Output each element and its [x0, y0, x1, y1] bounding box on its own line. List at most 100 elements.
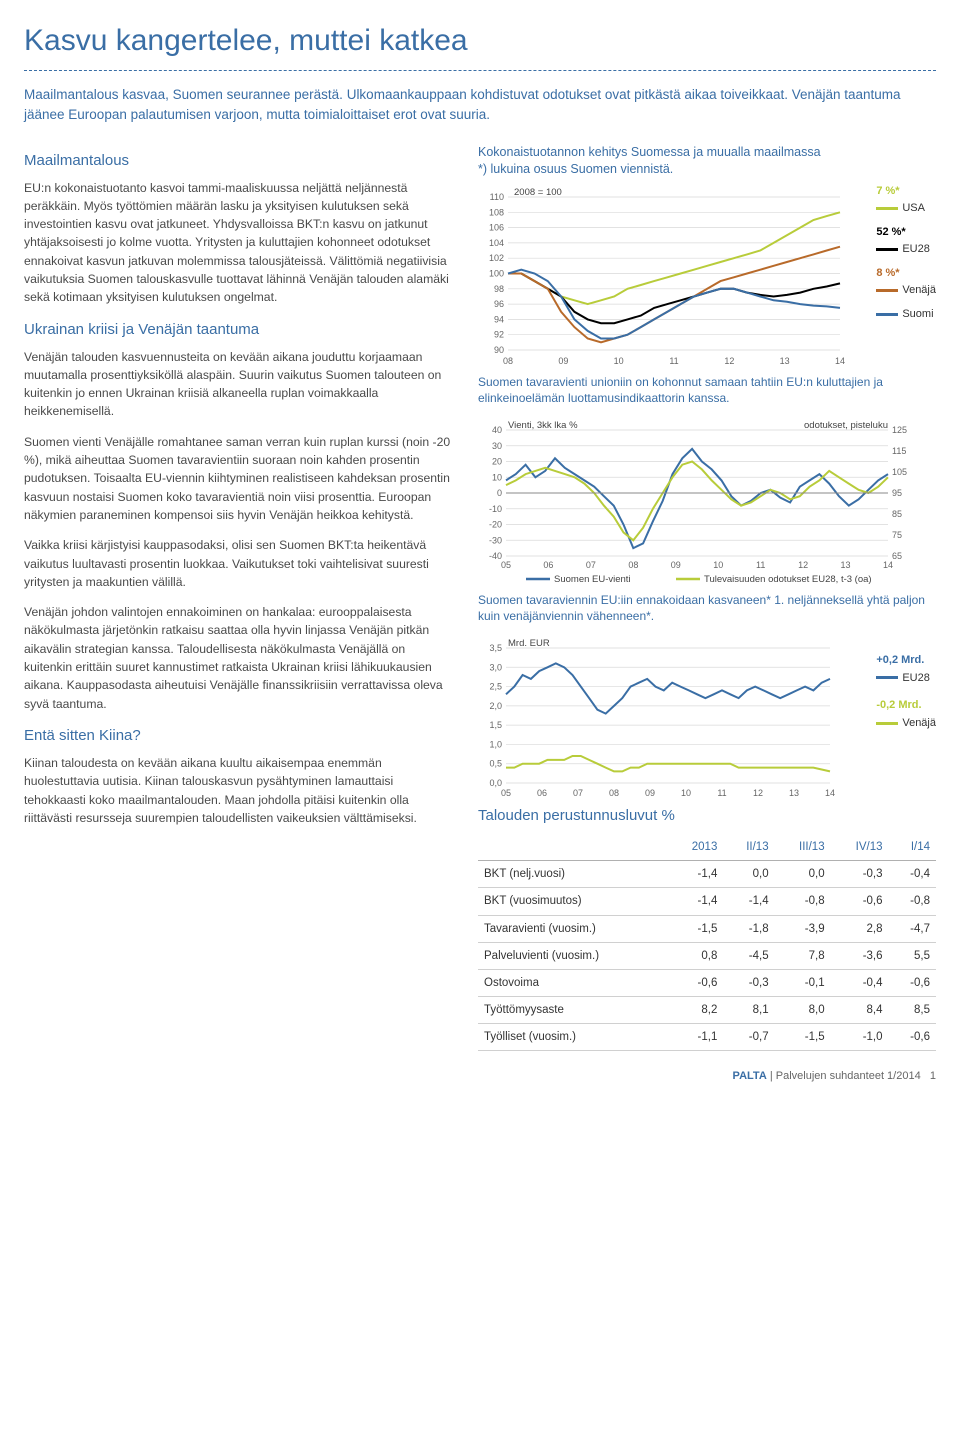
svg-text:20: 20: [492, 456, 502, 466]
table-cell: 8,1: [723, 996, 774, 1023]
table-cell: -1,8: [723, 915, 774, 942]
table-cell: -1,4: [667, 888, 723, 915]
svg-text:102: 102: [489, 253, 504, 263]
svg-text:Mrd. EUR: Mrd. EUR: [508, 638, 550, 649]
table-cell: 8,4: [831, 996, 889, 1023]
table-cell: -3,6: [831, 942, 889, 969]
svg-text:2,0: 2,0: [489, 701, 502, 711]
chart1-subtitle: *) lukuina osuus Suomen viennistä.: [478, 162, 673, 176]
svg-text:12: 12: [724, 356, 734, 366]
table-cell: -4,5: [723, 942, 774, 969]
svg-text:09: 09: [671, 560, 681, 570]
svg-text:2008 = 100: 2008 = 100: [514, 187, 562, 198]
table-cell: 8,5: [889, 996, 936, 1023]
chart1-title-text: Kokonaistuotannon kehitys Suomessa ja mu…: [478, 145, 821, 159]
table-cell: Työttömyysaste: [478, 996, 667, 1023]
table-cell: -1,5: [667, 915, 723, 942]
svg-text:07: 07: [586, 560, 596, 570]
table-cell: 2,8: [831, 915, 889, 942]
svg-text:10: 10: [492, 472, 502, 482]
table-header-cell: II/13: [723, 834, 774, 861]
chart1-container: 90929496981001021041061081102008 = 10008…: [478, 183, 936, 368]
table-cell: Työlliset (vuosim.): [478, 1023, 667, 1050]
svg-text:105: 105: [892, 467, 907, 477]
svg-text:-10: -10: [489, 504, 502, 514]
svg-text:odotukset, pisteluku: odotukset, pisteluku: [804, 420, 888, 431]
table-cell: -0,8: [775, 888, 831, 915]
table-header-cell: IV/13: [831, 834, 889, 861]
table-cell: BKT (nelj.vuosi): [478, 861, 667, 888]
svg-text:08: 08: [503, 356, 513, 366]
left-column: Maailmantalous EU:n kokonaistuotanto kas…: [24, 144, 454, 1052]
svg-text:96: 96: [494, 299, 504, 309]
svg-text:Suomen EU-vienti: Suomen EU-vienti: [554, 574, 631, 585]
chart2-container: -40-30-20-1001020304065758595105115125Vi…: [478, 416, 936, 586]
svg-text:05: 05: [501, 560, 511, 570]
table-cell: 0,0: [723, 861, 774, 888]
svg-text:-20: -20: [489, 519, 502, 529]
table-cell: -0,4: [831, 969, 889, 996]
table-title: Talouden perustunnusluvut %: [478, 805, 936, 826]
svg-text:90: 90: [494, 345, 504, 355]
svg-text:106: 106: [489, 222, 504, 232]
svg-text:13: 13: [780, 356, 790, 366]
svg-text:115: 115: [892, 446, 906, 456]
para-2: Venäjän talouden kasvuennusteita on kevä…: [24, 348, 454, 421]
chart2-caption: Suomen tavaraviennin EU:iin ennakoidaan …: [478, 592, 936, 624]
svg-text:110: 110: [490, 192, 504, 202]
main-columns: Maailmantalous EU:n kokonaistuotanto kas…: [24, 144, 936, 1052]
table-header-cell: 2013: [667, 834, 723, 861]
table-cell: -1,0: [831, 1023, 889, 1050]
table-header-cell: [478, 834, 667, 861]
svg-text:0,0: 0,0: [489, 778, 502, 788]
svg-text:Vienti, 3kk lka %: Vienti, 3kk lka %: [508, 420, 578, 431]
table-header-cell: III/13: [775, 834, 831, 861]
svg-text:12: 12: [753, 788, 763, 798]
table-cell: Tavaravienti (vuosim.): [478, 915, 667, 942]
table-row: Työttömyysaste8,28,18,08,48,5: [478, 996, 936, 1023]
table-row: Palveluvienti (vuosim.)0,8-4,57,8-3,65,5: [478, 942, 936, 969]
svg-text:14: 14: [883, 560, 893, 570]
table-cell: 5,5: [889, 942, 936, 969]
svg-text:-30: -30: [489, 535, 502, 545]
chart3-legend: +0,2 Mrd.EU28-0,2 Mrd.Venäjä: [876, 652, 936, 742]
svg-text:75: 75: [892, 530, 902, 540]
table-cell: 0,0: [775, 861, 831, 888]
table-cell: -4,7: [889, 915, 936, 942]
svg-text:108: 108: [489, 207, 504, 217]
svg-text:09: 09: [645, 788, 655, 798]
svg-text:3,5: 3,5: [489, 643, 502, 653]
svg-text:100: 100: [489, 268, 504, 278]
footer-text: Palvelujen suhdanteet 1/2014: [776, 1070, 921, 1082]
chart1-legend: 7 %*USA52 %*EU288 %*VenäjäSuomi: [876, 183, 936, 330]
svg-text:09: 09: [558, 356, 568, 366]
svg-text:08: 08: [628, 560, 638, 570]
table-row: BKT (nelj.vuosi)-1,40,00,0-0,3-0,4: [478, 861, 936, 888]
table-cell: -0,6: [831, 888, 889, 915]
table-cell: Palveluvienti (vuosim.): [478, 942, 667, 969]
svg-text:92: 92: [494, 329, 504, 339]
svg-text:2,5: 2,5: [489, 682, 502, 692]
svg-text:12: 12: [798, 560, 808, 570]
table-cell: 0,8: [667, 942, 723, 969]
footer-brand: PALTA: [733, 1070, 767, 1082]
table-cell: BKT (vuosimuutos): [478, 888, 667, 915]
para-4: Vaikka kriisi kärjistyisi kauppasodaksi,…: [24, 536, 454, 591]
table-cell: 7,8: [775, 942, 831, 969]
table-cell: 8,0: [775, 996, 831, 1023]
table-row: Tavaravienti (vuosim.)-1,5-1,8-3,92,8-4,…: [478, 915, 936, 942]
svg-text:1,0: 1,0: [489, 740, 502, 750]
para-1: EU:n kokonaistuotanto kasvoi tammi-maali…: [24, 179, 454, 307]
svg-text:13: 13: [789, 788, 799, 798]
lead-paragraph: Maailmantalous kasvaa, Suomen seurannee …: [24, 85, 936, 126]
svg-text:05: 05: [501, 788, 511, 798]
table-cell: -1,4: [667, 861, 723, 888]
table-cell: -0,6: [667, 969, 723, 996]
svg-text:0,5: 0,5: [489, 759, 502, 769]
svg-text:1,5: 1,5: [489, 720, 502, 730]
svg-text:14: 14: [825, 788, 835, 798]
table-cell: 8,2: [667, 996, 723, 1023]
section-heading-1: Maailmantalous: [24, 150, 454, 171]
data-table: 2013II/13III/13IV/13I/14 BKT (nelj.vuosi…: [478, 834, 936, 1051]
table-row: BKT (vuosimuutos)-1,4-1,4-0,8-0,6-0,8: [478, 888, 936, 915]
